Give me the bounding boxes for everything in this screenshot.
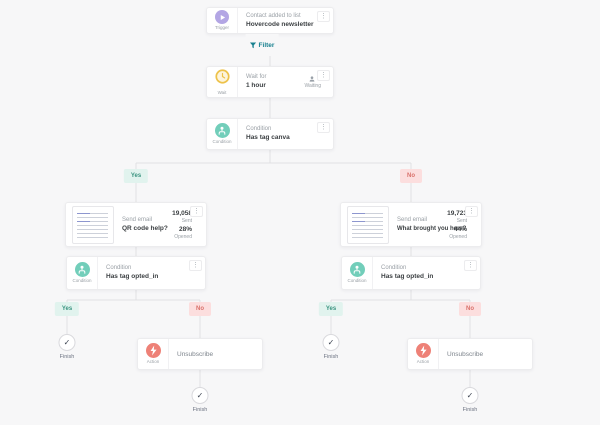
email-right-title: What brought you here? (397, 225, 467, 232)
wait-node[interactable]: Wait Wait for 1 hour 9 Waiting ⋮ (206, 66, 334, 98)
kebab-menu-icon[interactable]: ⋮ (189, 260, 202, 271)
kebab-menu-icon[interactable]: ⋮ (464, 260, 477, 271)
email-right-subtitle: Send email (397, 216, 428, 223)
clock-icon (214, 68, 230, 89)
email-left-body: Send email QR code help? (114, 217, 172, 233)
yes-badge: Yes (318, 302, 344, 316)
trigger-node[interactable]: Trigger Contact added to list Hovercode … (206, 7, 334, 34)
trigger-subtitle: Contact added to list (246, 12, 301, 19)
lightning-icon (415, 343, 431, 358)
filter-icon (249, 36, 257, 54)
condition-top-title: Has tag canva (246, 134, 290, 141)
unsubscribe-title: Unsubscribe (447, 350, 484, 358)
unsubscribe-left-body: Unsubscribe (169, 339, 262, 369)
condition-right-node[interactable]: Condition Condition Has tag opted_in ⋮ (341, 256, 481, 290)
kebab-menu-icon[interactable]: ⋮ (317, 122, 330, 133)
check-icon: ✓ (461, 387, 479, 404)
person-icon (309, 76, 315, 82)
condition-top-body: Condition Has tag canva (238, 119, 333, 149)
condition-left-body: Condition Has tag opted_in (98, 257, 205, 289)
finish-label: Finish (323, 354, 339, 360)
action-icon-column: Action (408, 339, 439, 369)
finish-node: ✓ Finish (191, 387, 209, 413)
check-icon: ✓ (322, 334, 340, 351)
kebab-menu-icon[interactable]: ⋮ (317, 70, 330, 81)
finish-node: ✓ Finish (322, 334, 340, 360)
yes-badge: Yes (123, 169, 149, 183)
email-left-stats: 19,058 Sent 28% Opened (172, 210, 200, 240)
yes-badge: Yes (54, 302, 80, 316)
no-badge: No (459, 302, 481, 316)
email-right-stats: 19,723 Sent 44% Opened (447, 210, 475, 240)
check-icon: ✓ (191, 387, 209, 404)
branch-icon (214, 123, 230, 138)
action-type-label: Action (146, 359, 160, 364)
check-icon: ✓ (58, 334, 76, 351)
unsubscribe-title: Unsubscribe (177, 350, 214, 358)
email-thumbnail (347, 205, 389, 244)
condition-left-subtitle: Condition (106, 265, 132, 271)
condition-left-node[interactable]: Condition Condition Has tag opted_in ⋮ (66, 256, 206, 290)
trigger-icon-column: Trigger (207, 8, 238, 33)
wait-body: Wait for 1 hour (238, 67, 305, 97)
sent-count: 19,058 (172, 209, 192, 217)
action-type-label: Action (416, 359, 430, 364)
wait-subtitle: Wait for (246, 74, 267, 80)
unsubscribe-left-node[interactable]: Action Unsubscribe (137, 338, 263, 370)
no-badge: No (189, 302, 211, 316)
finish-node: ✓ Finish (461, 387, 479, 413)
unsubscribe-right-node[interactable]: Action Unsubscribe (407, 338, 533, 370)
open-rate: 44% (453, 225, 467, 233)
lightning-icon (145, 343, 161, 358)
kebab-menu-icon[interactable]: ⋮ (190, 206, 203, 217)
no-badge: No (400, 169, 422, 183)
finish-label: Finish (462, 407, 478, 413)
condition-top-node[interactable]: Condition Condition Has tag canva ⋮ (206, 118, 334, 150)
condition-type-label: Condition (72, 278, 92, 283)
waiting-label: Waiting (304, 83, 322, 89)
filter-label: Filter (258, 41, 275, 49)
open-rate: 28% (178, 225, 192, 233)
trigger-body: Contact added to list Hovercode newslett… (238, 8, 333, 33)
email-left-subtitle: Send email (122, 216, 153, 223)
email-right-body: Send email What brought you here? (389, 216, 467, 233)
opened-label: Opened (174, 233, 192, 240)
wait-icon-column: Wait (207, 67, 238, 97)
finish-label: Finish (59, 354, 75, 360)
filter-chip[interactable]: Filter (245, 34, 279, 56)
condition-icon-column: Condition (342, 257, 373, 289)
wait-type-label: Wait (217, 89, 227, 95)
condition-right-body: Condition Has tag opted_in (373, 257, 480, 289)
condition-type-label: Condition (212, 139, 232, 144)
kebab-menu-icon[interactable]: ⋮ (317, 11, 330, 22)
sent-count: 19,723 (447, 209, 467, 217)
kebab-menu-icon[interactable]: ⋮ (465, 206, 478, 217)
condition-right-title: Has tag opted_in (381, 273, 434, 280)
condition-icon-column: Condition (207, 119, 238, 149)
branch-icon (349, 262, 365, 277)
unsubscribe-right-body: Unsubscribe (439, 339, 532, 369)
finish-label: Finish (192, 407, 208, 413)
sent-label: Sent (456, 217, 467, 224)
opened-label: Opened (449, 233, 467, 240)
email-right-node[interactable]: Send email What brought you here? 19,723… (340, 202, 482, 247)
trigger-title: Hovercode newsletter (246, 20, 314, 28)
sent-label: Sent (181, 217, 192, 224)
condition-left-title: Has tag opted_in (106, 273, 159, 280)
condition-type-label: Condition (347, 278, 367, 283)
email-left-node[interactable]: Send email QR code help? 19,058 Sent 28%… (65, 202, 207, 247)
play-icon (215, 10, 229, 24)
email-thumbnail (72, 205, 114, 244)
condition-icon-column: Condition (67, 257, 98, 289)
finish-node: ✓ Finish (58, 334, 76, 360)
branch-icon (74, 262, 90, 277)
condition-right-subtitle: Condition (381, 265, 407, 271)
condition-top-subtitle: Condition (246, 126, 272, 132)
action-icon-column: Action (138, 339, 169, 369)
trigger-type-label: Trigger (214, 25, 230, 30)
wait-title: 1 hour (246, 82, 266, 89)
email-left-title: QR code help? (122, 224, 168, 232)
